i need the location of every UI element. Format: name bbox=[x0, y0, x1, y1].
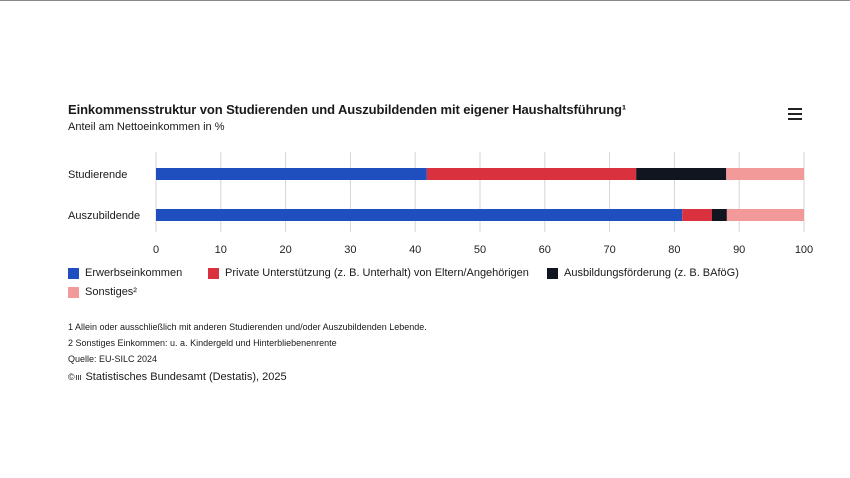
legend-item-erwerbseinkommen[interactable]: Erwerbseinkommen bbox=[68, 267, 182, 279]
credit-text: Statistisches Bundesamt (Destatis), 2025 bbox=[85, 371, 287, 383]
top-divider bbox=[0, 0, 850, 1]
chart-title: Einkommensstruktur von Studierenden und … bbox=[68, 102, 627, 117]
bar-segment bbox=[636, 168, 727, 180]
x-tick-label: 60 bbox=[539, 244, 551, 256]
bar-segment bbox=[682, 209, 712, 221]
bar-segment bbox=[711, 209, 727, 221]
x-tick-label: 30 bbox=[344, 244, 356, 256]
bar-segment bbox=[726, 209, 804, 221]
x-tick-label: 50 bbox=[474, 244, 486, 256]
x-tick-label: 90 bbox=[733, 244, 745, 256]
bar-segment bbox=[726, 168, 804, 180]
legend-label: Ausbildungsförderung (z. B. BAföG) bbox=[564, 267, 739, 279]
x-tick-label: 100 bbox=[795, 244, 813, 256]
legend-label: Erwerbseinkommen bbox=[85, 267, 183, 279]
category-label: Auszubildende bbox=[68, 210, 140, 222]
copyright-destatis-icon: © ııı bbox=[68, 372, 82, 382]
legend-label: Sonstiges² bbox=[85, 286, 137, 298]
legend-swatch bbox=[547, 267, 558, 279]
x-tick-label: 10 bbox=[215, 244, 227, 256]
footnotes: 1 Allein oder ausschließlich mit anderen… bbox=[68, 319, 427, 367]
x-tick-label: 80 bbox=[668, 244, 680, 256]
bar-segment bbox=[426, 168, 637, 180]
legend-swatch bbox=[68, 286, 79, 298]
bar-segment bbox=[156, 168, 427, 180]
x-tick-label: 40 bbox=[409, 244, 421, 256]
x-tick-label: 20 bbox=[279, 244, 291, 256]
hamburger-menu-icon[interactable] bbox=[788, 108, 802, 122]
category-label: Studierende bbox=[68, 169, 127, 181]
legend-item-ausbildungsfoerderung[interactable]: Ausbildungsförderung (z. B. BAföG) bbox=[547, 267, 739, 279]
footnote-2: 2 Sonstiges Einkommen: u. a. Kindergeld … bbox=[68, 338, 337, 348]
legend-item-private-unterstuetzung[interactable]: Private Unterstützung (z. B. Unterhalt) … bbox=[208, 267, 529, 279]
x-tick-label: 70 bbox=[603, 244, 615, 256]
legend-swatch bbox=[208, 267, 219, 279]
chart-subtitle: Anteil am Nettoeinkommen in % bbox=[68, 121, 225, 133]
copyright-credit: © ııı Statistisches Bundesamt (Destatis)… bbox=[68, 371, 287, 383]
source-note: Quelle: EU-SILC 2024 bbox=[68, 354, 158, 364]
footnote-1: 1 Allein oder ausschließlich mit anderen… bbox=[68, 322, 427, 332]
legend-item-sonstiges[interactable]: Sonstiges² bbox=[68, 286, 137, 298]
bar-segment bbox=[156, 209, 683, 221]
x-tick-label: 0 bbox=[153, 244, 159, 256]
stacked-bar-chart: 0 10 20 30 40 50 60 70 80 90 100 Studierende Auszubi… bbox=[68, 152, 813, 256]
legend-label: Private Unterstützung (z. B. Unterhalt) … bbox=[225, 267, 529, 279]
legend-swatch bbox=[68, 267, 79, 279]
